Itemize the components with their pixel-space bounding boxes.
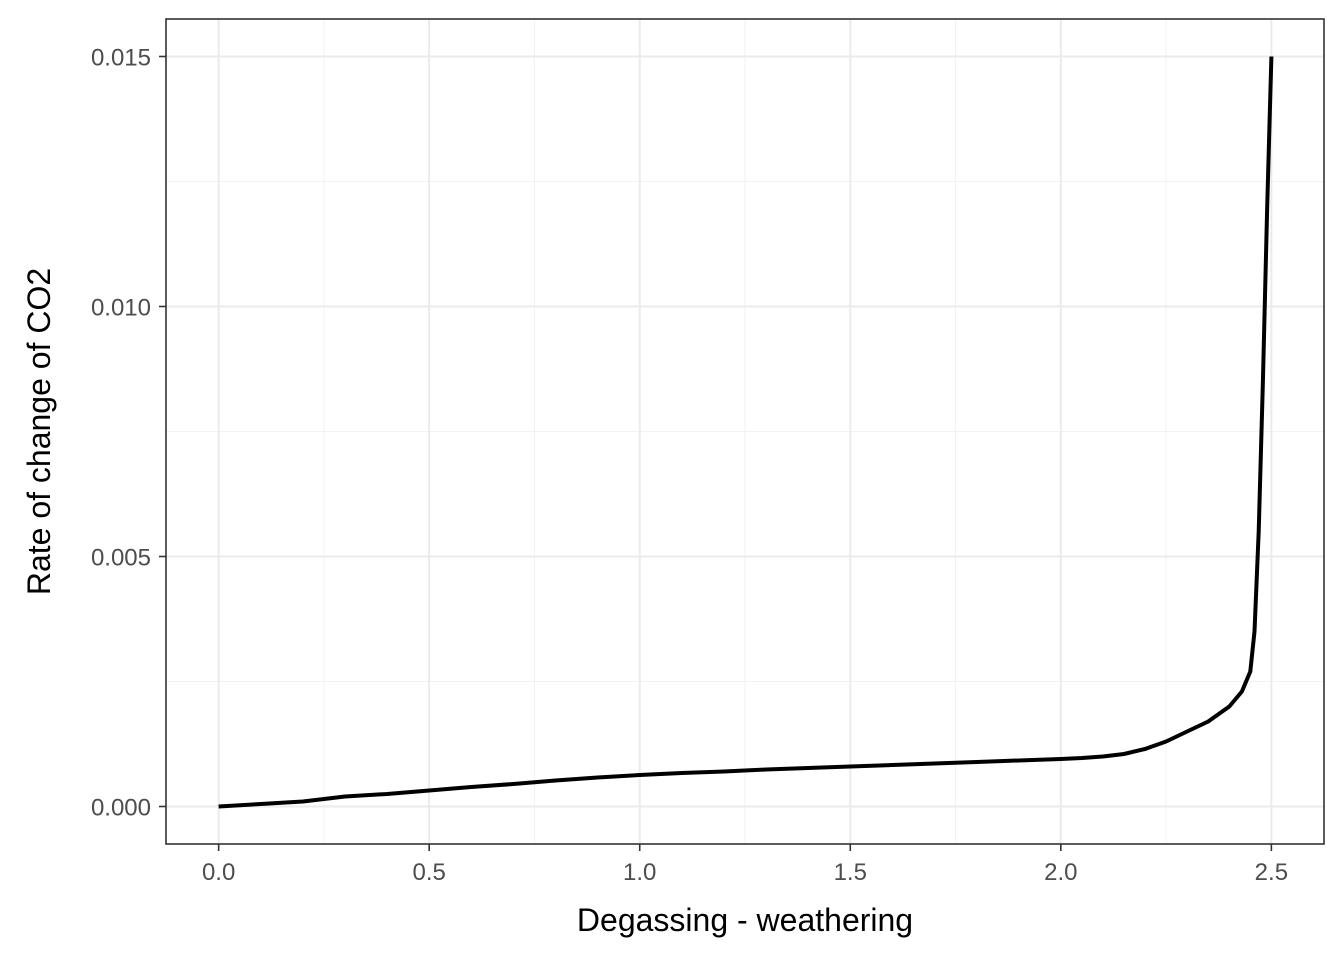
series-line <box>218 56 1274 809</box>
y-axis-title: Rate of change of CO2 <box>21 268 57 595</box>
y-axis-ticks: 0.000 0.005 0.010 0.015 <box>91 45 166 822</box>
x-tick-label: 1.5 <box>834 859 867 886</box>
x-axis-title: Degassing - weathering <box>577 902 913 938</box>
x-tick-label: 0.5 <box>412 859 445 886</box>
series-layer <box>218 56 1274 809</box>
x-tick-label: 2.0 <box>1044 859 1077 886</box>
panel-border <box>165 18 1325 845</box>
y-tick-label: 0.015 <box>91 45 151 72</box>
x-tick-label: 2.5 <box>1255 859 1288 886</box>
minor-gridlines <box>166 19 1324 844</box>
y-tick-label: 0.010 <box>91 295 151 322</box>
y-tick-label: 0.005 <box>91 545 151 572</box>
x-axis-ticks: 0.0 0.5 1.0 1.5 2.0 2.5 <box>202 844 1288 886</box>
x-tick-label: 1.0 <box>623 859 656 886</box>
y-tick-label: 0.000 <box>91 795 151 822</box>
major-gridlines <box>166 19 1324 844</box>
x-tick-label: 0.0 <box>202 859 235 886</box>
